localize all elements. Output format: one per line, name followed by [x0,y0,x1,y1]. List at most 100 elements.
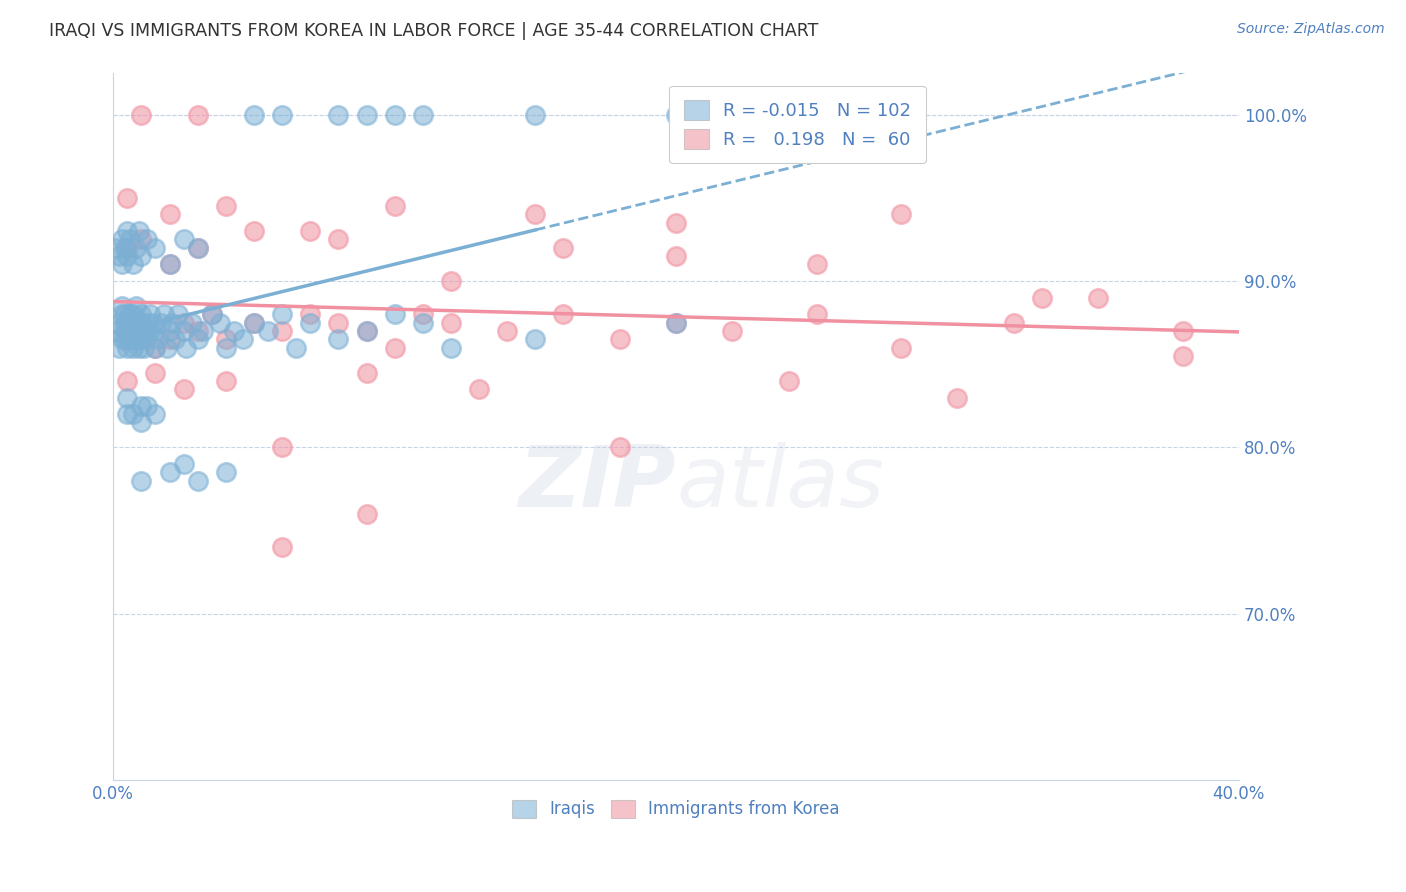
Point [176,341,198,355]
Point [131,316,153,330]
Point [142,316,165,330]
Point [232,332,254,346]
Point [271,107,294,121]
Point [1087,291,1109,305]
Point [145,341,167,355]
Point [117,241,139,255]
Point [134,324,156,338]
Point [114,241,136,255]
Point [215,466,238,480]
Point [384,107,406,121]
Point [946,391,969,405]
Point [153,307,176,321]
Point [125,316,148,330]
Point [299,224,322,238]
Point [778,374,800,388]
Point [328,332,350,346]
Point [165,332,187,346]
Point [111,257,134,271]
Point [285,341,308,355]
Point [665,107,688,121]
Point [665,316,688,330]
Point [114,324,136,338]
Point [131,316,153,330]
Point [145,324,167,338]
Text: ZIP: ZIP [519,442,676,524]
Point [125,332,148,346]
Point [524,207,547,221]
Point [131,249,153,263]
Point [356,324,378,338]
Point [271,541,294,555]
Point [187,324,209,338]
Point [136,316,159,330]
Point [122,257,145,271]
Point [181,316,204,330]
Point [721,324,744,338]
Point [117,324,139,338]
Point [209,316,232,330]
Point [328,232,350,246]
Y-axis label: In Labor Force | Age 35-44: In Labor Force | Age 35-44 [0,317,8,536]
Point [215,199,238,213]
Point [524,107,547,121]
Point [299,316,322,330]
Point [111,307,134,321]
Point [105,324,128,338]
Point [117,407,139,421]
Point [224,324,246,338]
Point [215,374,238,388]
Point [173,324,195,338]
Legend: Iraqis, Immigrants from Korea: Iraqis, Immigrants from Korea [506,793,846,825]
Point [134,341,156,355]
Point [117,341,139,355]
Point [609,332,631,346]
Point [553,241,575,255]
Point [131,107,153,121]
Point [187,241,209,255]
Point [122,341,145,355]
Point [111,299,134,313]
Point [139,307,162,321]
Point [271,324,294,338]
Point [271,307,294,321]
Point [468,382,491,396]
Point [440,274,463,288]
Point [159,332,181,346]
Point [125,299,148,313]
Point [122,324,145,338]
Point [122,307,145,321]
Point [120,307,142,321]
Point [1171,349,1194,363]
Point [114,307,136,321]
Point [243,316,266,330]
Point [136,232,159,246]
Point [145,366,167,380]
Point [111,332,134,346]
Point [1002,316,1025,330]
Text: atlas: atlas [676,442,884,524]
Point [128,324,150,338]
Point [114,316,136,330]
Point [117,316,139,330]
Point [131,332,153,346]
Point [173,457,195,471]
Text: Source: ZipAtlas.com: Source: ZipAtlas.com [1237,22,1385,37]
Point [117,249,139,263]
Point [215,332,238,346]
Point [167,307,190,321]
Point [145,241,167,255]
Point [328,316,350,330]
Point [173,232,195,246]
Point [108,249,131,263]
Point [159,324,181,338]
Point [159,257,181,271]
Point [187,241,209,255]
Point [665,249,688,263]
Point [356,324,378,338]
Point [806,307,828,321]
Point [117,191,139,205]
Point [496,324,519,338]
Point [136,332,159,346]
Point [122,407,145,421]
